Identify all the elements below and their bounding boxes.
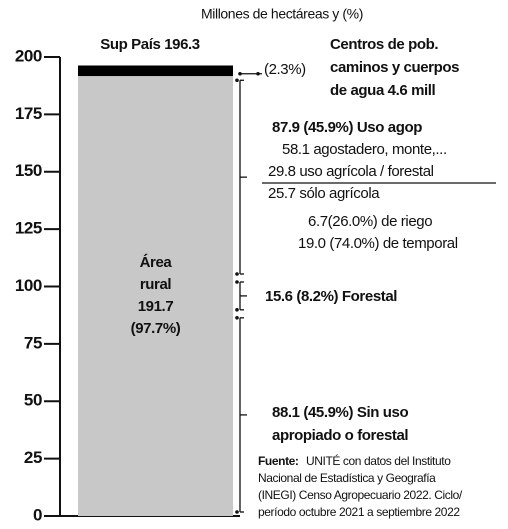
source: período octubre 2021 a septiembre 2022 (258, 505, 460, 519)
bar-segment (78, 65, 233, 77)
annotation: 58.1 agostadero, monte,... (282, 141, 447, 158)
bar-segment (78, 76, 233, 517)
annotation: 25.7 sólo agrícola (268, 185, 380, 202)
bracket-dot (235, 280, 239, 284)
bracket-dot (235, 272, 239, 276)
y-tick-label: 175 (15, 104, 42, 123)
segment-label: rural (140, 276, 172, 293)
annotation: 87.9 (45.9%) Uso agop (272, 119, 422, 136)
y-tick-label: 25 (24, 448, 42, 467)
bar-label: Sup País 196.3 (100, 36, 200, 53)
source: (INEGI) Censo Agropecuario 2022. Ciclo/ (258, 488, 463, 502)
y-tick-label: 50 (24, 391, 42, 410)
pointer-dot (238, 71, 242, 76)
annotation: apropiado o forestal (272, 427, 408, 444)
annotation: 6.7(26.0%) de riego (308, 213, 432, 230)
annotation: Centros de pob. (330, 36, 438, 53)
segment-label: (97.7%) (131, 320, 181, 337)
segment-label: Área (140, 254, 173, 271)
annotation: de agua 4.6 mill (330, 82, 436, 99)
source: Nacional de Estadística y Geografía (258, 471, 436, 485)
y-tick-label: 150 (15, 161, 42, 180)
bracket-dot (235, 78, 239, 83)
pointer-dot (256, 71, 260, 76)
y-tick-label: 100 (15, 276, 42, 295)
annotation: 29.8 uso agrícola / forestal (268, 163, 434, 180)
y-tick-label: 200 (15, 46, 42, 65)
segment-label: 191.7 (138, 298, 174, 315)
bracket-dot (235, 510, 239, 514)
source-label: Fuente: (258, 454, 299, 468)
annotation: 15.6 (8.2%) Forestal (265, 288, 397, 305)
source: UNITÉ con datos del Instituto (306, 453, 451, 468)
annotation: 88.1 (45.9%) Sin uso (272, 404, 408, 421)
y-tick-label: 0 (33, 505, 42, 524)
annotation: (2.3%) (264, 61, 306, 78)
y-tick-label: 125 (15, 219, 42, 238)
annotation: caminos y cuerpos (330, 59, 459, 76)
bracket-dot (235, 316, 239, 320)
subtitle: Millones de hectáreas y (%) (201, 6, 363, 22)
y-tick-label: 75 (24, 333, 42, 352)
annotation: 19.0 (74.0%) de temporal (298, 235, 458, 252)
bracket-dot (235, 308, 239, 312)
